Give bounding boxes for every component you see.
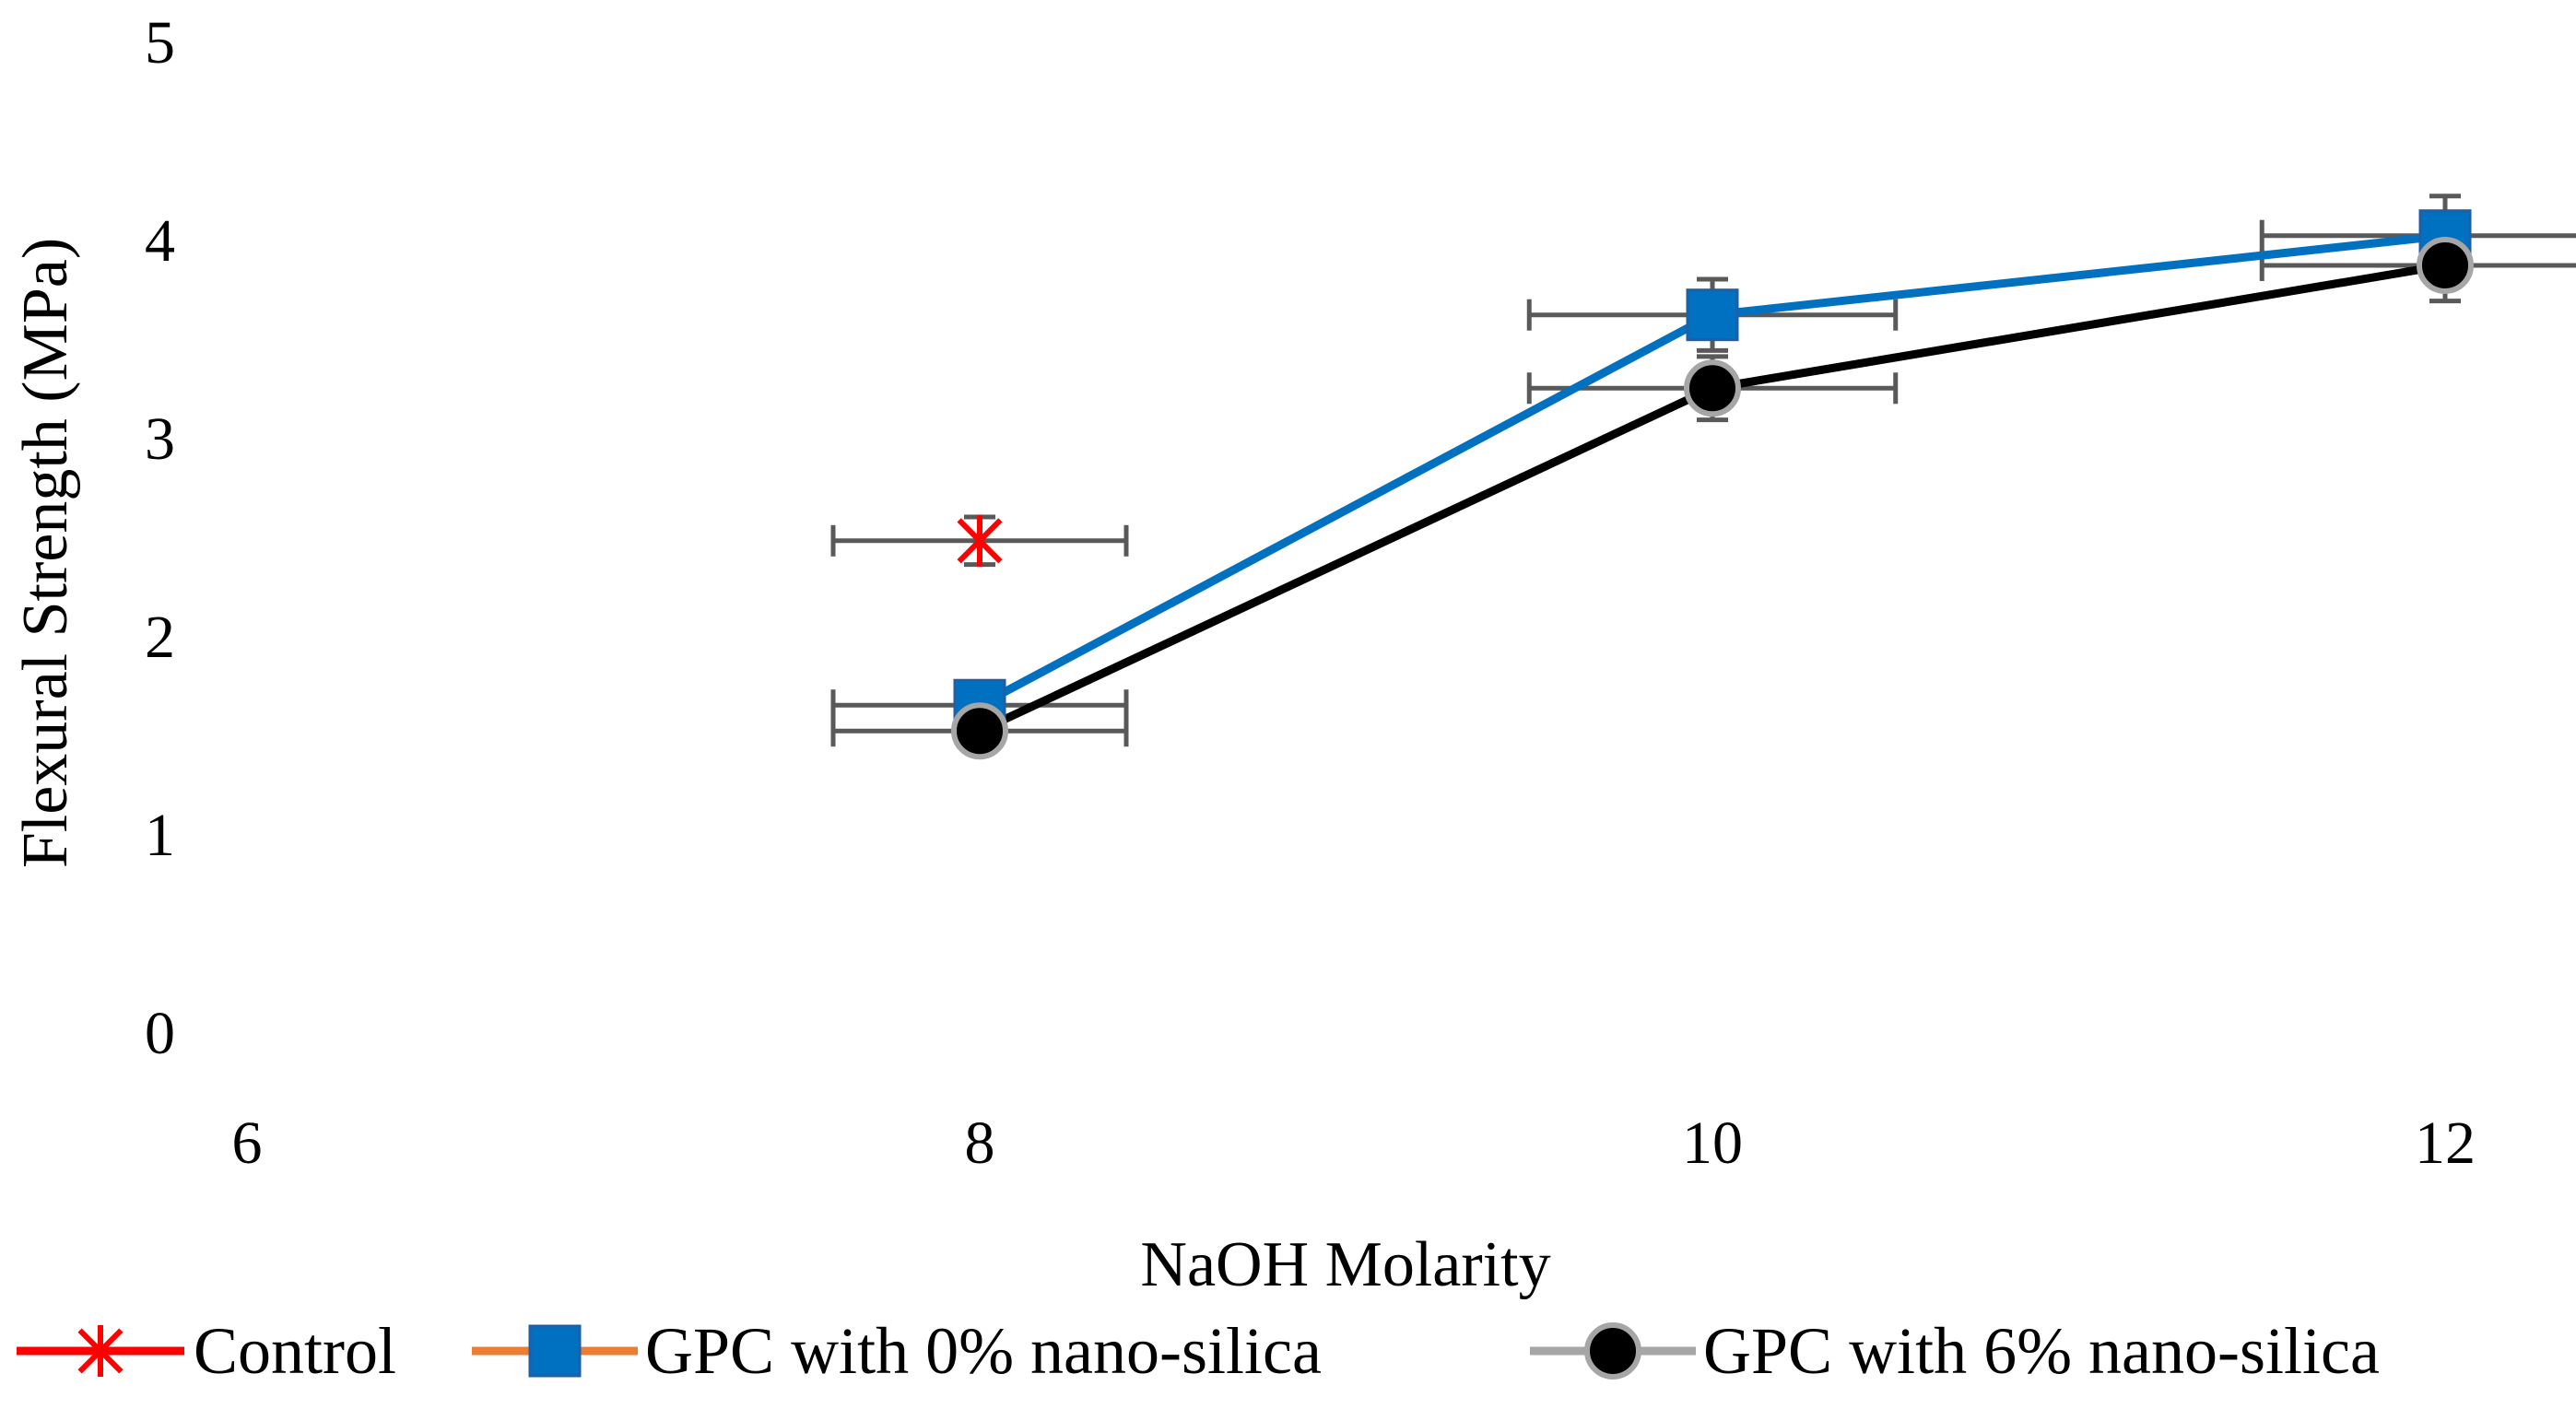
series-2-marker-shape <box>1684 359 1741 417</box>
x-tick-label: 8 <box>965 1110 995 1177</box>
x-tick-labels: 6 8 10 12 <box>232 1110 2476 1177</box>
y-tick-label: 1 <box>145 802 175 869</box>
legend-marker-gpc-6 <box>1584 1322 1641 1380</box>
legend-series-2-marker <box>1584 1322 1641 1380</box>
legend-item-gpc-6: GPC with 6% nano-silica <box>1530 1314 2380 1388</box>
series-2-marker <box>2417 236 2474 294</box>
y-tick-labels: 0 1 2 3 4 5 <box>145 9 175 1067</box>
legend-label-control: Control <box>194 1314 396 1388</box>
y-axis-title: Flexural Strength (MPa) <box>10 238 81 868</box>
series-1-marker-shape <box>1686 288 1739 342</box>
x-tick-label: 12 <box>2415 1110 2476 1177</box>
series-1-marker <box>1686 288 1739 342</box>
series-2-marker-shape <box>951 702 1008 760</box>
legend-series-1-marker-shape <box>528 1324 582 1378</box>
y-tick-label: 2 <box>145 604 175 671</box>
y-tick-label: 5 <box>145 9 175 76</box>
legend-item-control: Control <box>17 1314 396 1388</box>
legend-marker-control <box>77 1325 124 1377</box>
y-tick-label: 4 <box>145 207 175 275</box>
legend-label-gpc-6: GPC with 6% nano-silica <box>1703 1314 2380 1388</box>
series-2-marker-shape <box>2417 236 2474 294</box>
series-0-marker <box>957 514 1003 567</box>
legend-series-2-marker-shape <box>1584 1322 1641 1380</box>
y-tick-label: 0 <box>145 1000 175 1067</box>
y-axis-title-group: Flexural Strength (MPa) <box>10 238 81 868</box>
x-tick-label: 10 <box>1682 1110 1743 1177</box>
series-2-marker <box>1684 359 1741 417</box>
error-bars <box>830 194 2576 749</box>
legend-marker-gpc-0 <box>528 1324 582 1378</box>
x-tick-label: 6 <box>232 1110 263 1177</box>
series-2-marker <box>951 702 1008 760</box>
legend-label-gpc-0: GPC with 0% nano-silica <box>645 1314 1322 1388</box>
legend-item-gpc-0: GPC with 0% nano-silica <box>472 1314 1322 1388</box>
legend-series-1-marker <box>528 1324 582 1378</box>
legend: Control GPC with 0% nano-silica GPC with… <box>17 1314 2380 1388</box>
y-tick-label: 3 <box>145 405 175 473</box>
legend-series-0-marker <box>77 1325 124 1377</box>
x-axis-title: NaOH Molarity <box>1140 1229 1550 1300</box>
series-markers <box>951 209 2474 760</box>
